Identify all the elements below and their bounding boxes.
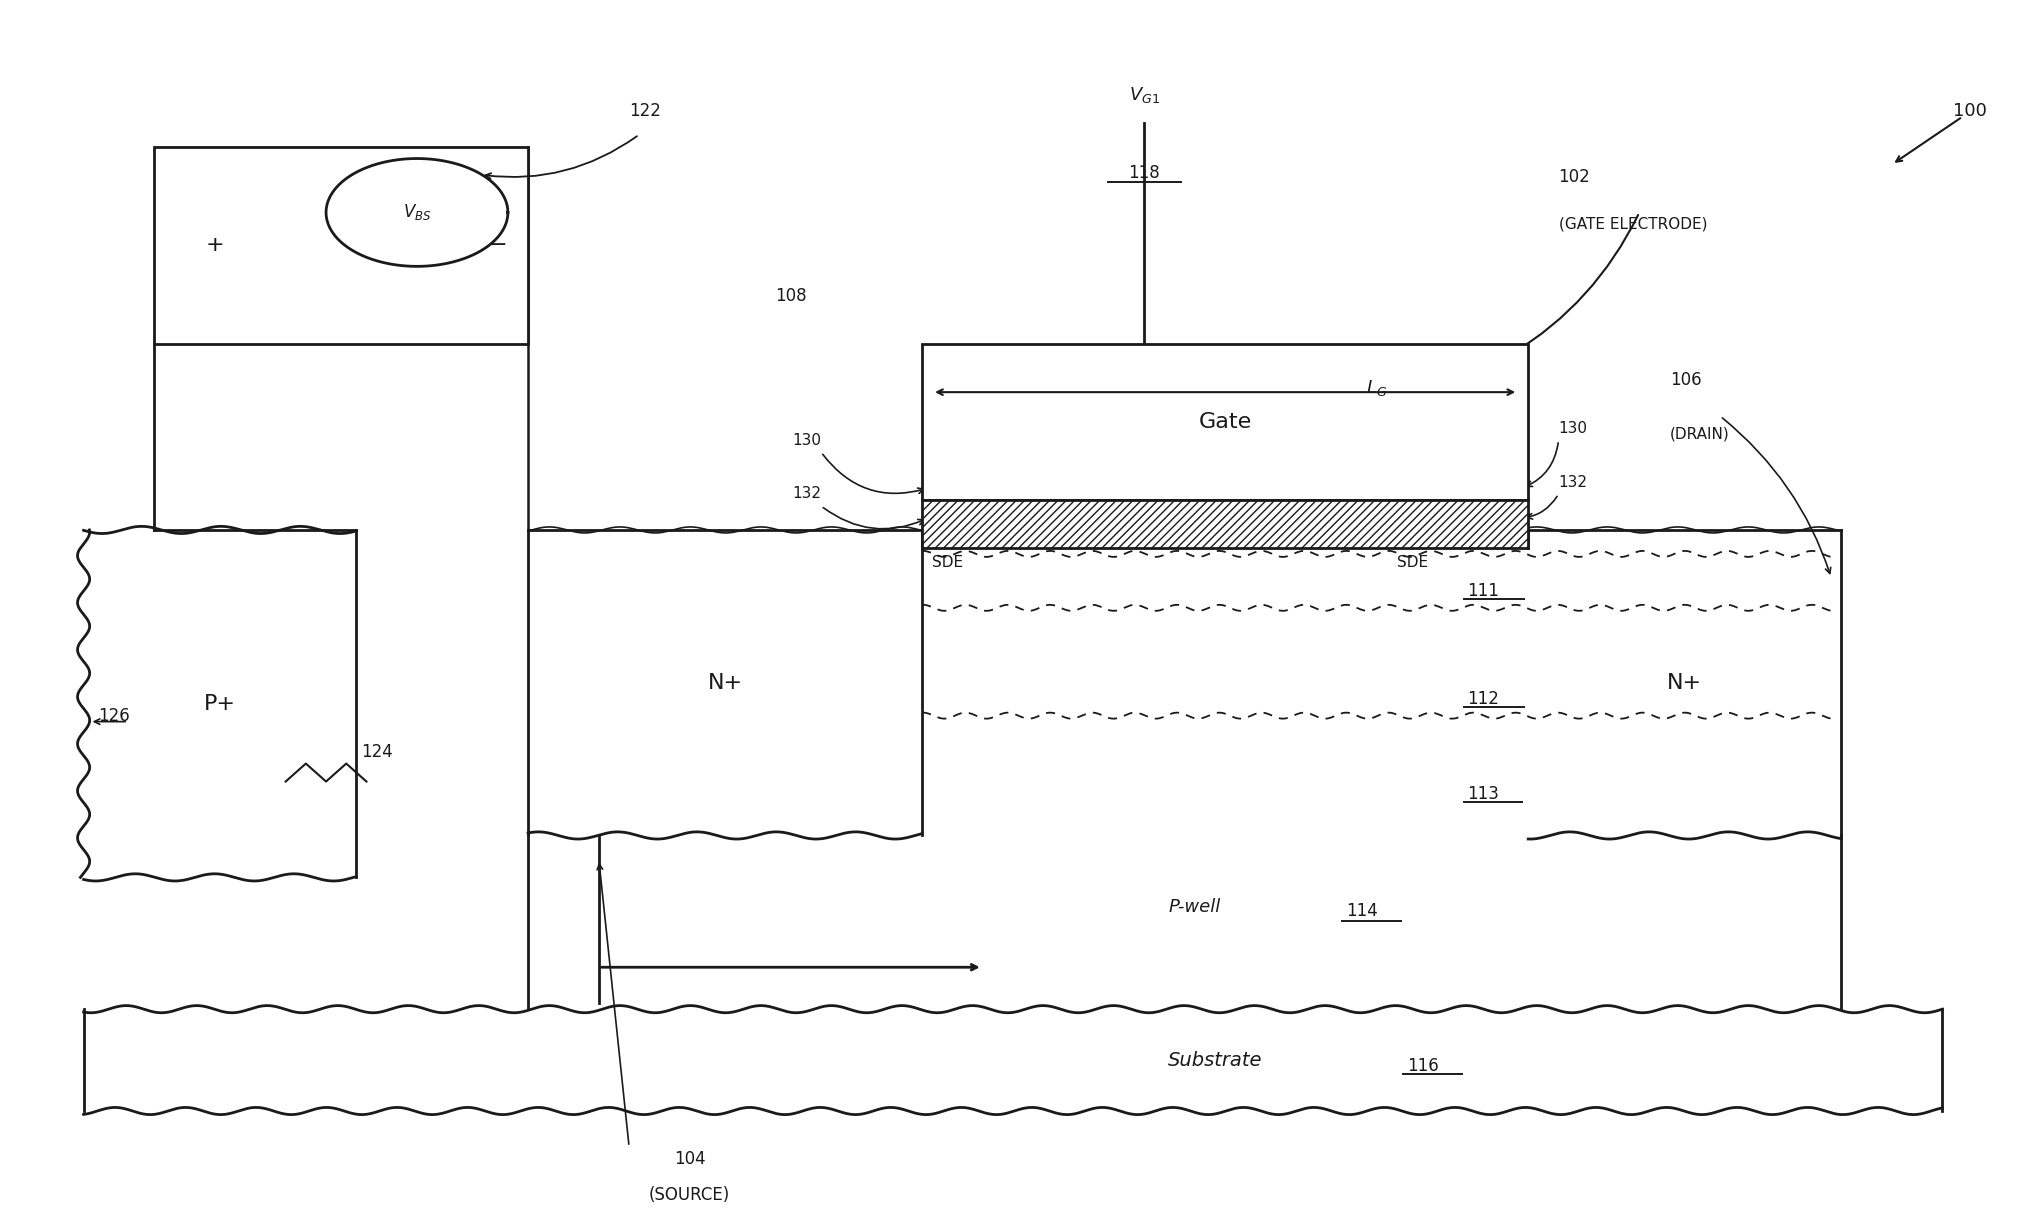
Text: $V_{BS}$: $V_{BS}$ xyxy=(403,203,432,222)
Text: Gate: Gate xyxy=(1199,412,1252,432)
Text: SDE: SDE xyxy=(932,554,962,570)
Text: Substrate: Substrate xyxy=(1167,1051,1262,1069)
Text: N+: N+ xyxy=(707,673,744,692)
Text: 113: 113 xyxy=(1467,784,1499,802)
Text: 130: 130 xyxy=(792,432,821,448)
Text: +: + xyxy=(205,236,225,255)
Text: 106: 106 xyxy=(1669,371,1702,389)
Text: P-well: P-well xyxy=(1169,899,1222,917)
Text: 124: 124 xyxy=(361,743,393,761)
Bar xyxy=(922,500,1528,548)
Text: −: − xyxy=(488,236,506,255)
Text: 104: 104 xyxy=(675,1150,705,1168)
Text: 114: 114 xyxy=(1347,902,1378,920)
Text: (SOURCE): (SOURCE) xyxy=(648,1186,729,1204)
Text: 116: 116 xyxy=(1406,1057,1438,1075)
Text: 100: 100 xyxy=(1953,101,1985,120)
Text: 110: 110 xyxy=(1467,528,1499,546)
Text: 126: 126 xyxy=(97,707,130,725)
Text: 118: 118 xyxy=(1128,164,1161,182)
Bar xyxy=(154,146,529,344)
Text: SDE: SDE xyxy=(1396,554,1428,570)
Text: 102: 102 xyxy=(1558,168,1590,186)
Text: 132: 132 xyxy=(1558,475,1588,489)
Text: (GATE ELECTRODE): (GATE ELECTRODE) xyxy=(1558,217,1708,232)
Text: 108: 108 xyxy=(774,288,806,306)
Text: $V_{G1}$: $V_{G1}$ xyxy=(1128,85,1159,105)
Text: 132: 132 xyxy=(792,487,821,501)
Text: 122: 122 xyxy=(630,101,660,120)
Text: N+: N+ xyxy=(1667,673,1702,692)
Text: 111: 111 xyxy=(1467,582,1499,600)
Text: P+: P+ xyxy=(205,693,235,714)
Text: $L_G$: $L_G$ xyxy=(1366,378,1388,399)
Text: (DRAIN): (DRAIN) xyxy=(1669,426,1730,442)
Text: 130: 130 xyxy=(1558,420,1588,436)
Bar xyxy=(922,344,1528,500)
Text: 112: 112 xyxy=(1467,690,1499,708)
